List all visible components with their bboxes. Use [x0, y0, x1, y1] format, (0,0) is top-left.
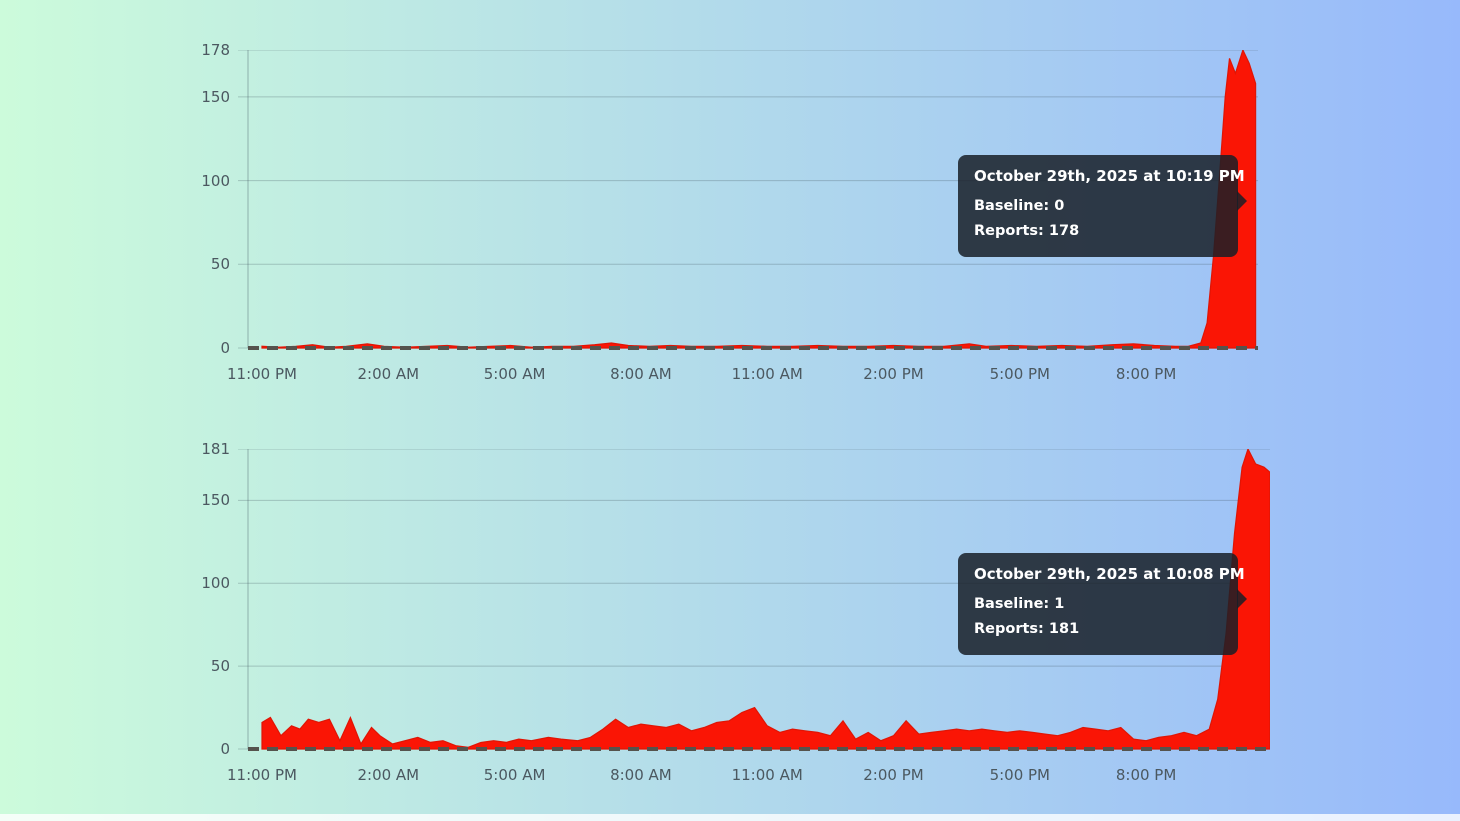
x-tick-label: 2:00 PM — [863, 365, 924, 383]
tooltip-caret — [1237, 589, 1247, 609]
tooltip-reports-value: Reports: 178 — [974, 223, 1080, 239]
x-tick-label: 5:00 PM — [989, 365, 1051, 383]
y-tick-label: 100 — [201, 171, 230, 190]
y-tick-label: 0 — [220, 740, 230, 758]
x-tick-label: 5:00 AM — [483, 766, 546, 784]
chart-tooltip: October 29th, 2025 at 10:19 PM Baseline:… — [958, 155, 1247, 257]
tooltip-baseline-value: Baseline: 0 — [974, 198, 1065, 214]
tooltip-timestamp: October 29th, 2025 at 10:19 PM — [974, 167, 1245, 185]
x-tick-label: 11:00 AM — [731, 365, 803, 383]
page-bottom-strip — [0, 814, 1460, 821]
chart-tooltip: October 29th, 2025 at 10:08 PM Baseline:… — [958, 553, 1247, 655]
y-tick-label: 0 — [220, 339, 230, 357]
x-tick-label: 2:00 AM — [357, 766, 420, 784]
y-tick-label: 150 — [201, 87, 230, 106]
reports-area-series — [261, 449, 1270, 750]
tooltip-reports-value: Reports: 181 — [974, 621, 1080, 637]
tooltip-timestamp: October 29th, 2025 at 10:08 PM — [974, 565, 1245, 583]
y-tick-label: 100 — [201, 574, 230, 593]
y-tick-label: 178 — [201, 41, 230, 59]
tooltip-caret — [1237, 191, 1247, 211]
reports-area-series — [261, 50, 1257, 349]
y-tick-label: 150 — [201, 491, 230, 510]
x-tick-label: 8:00 AM — [610, 766, 672, 784]
x-tick-label: 2:00 AM — [357, 365, 420, 383]
x-tick-label: 11:00 PM — [227, 766, 297, 784]
x-tick-label: 11:00 PM — [227, 365, 297, 383]
x-tick-label: 8:00 AM — [610, 365, 672, 383]
x-tick-label: 11:00 AM — [731, 766, 803, 784]
x-tick-label: 5:00 PM — [989, 766, 1051, 784]
y-tick-label: 50 — [210, 657, 230, 676]
tooltip-baseline-value: Baseline: 1 — [974, 596, 1065, 612]
x-tick-label: 5:00 AM — [483, 365, 546, 383]
x-tick-label: 8:00 PM — [1115, 365, 1177, 383]
y-tick-label: 181 — [201, 440, 230, 458]
x-tick-label: 8:00 PM — [1115, 766, 1177, 784]
x-tick-label: 2:00 PM — [863, 766, 924, 784]
y-tick-label: 50 — [210, 255, 230, 274]
